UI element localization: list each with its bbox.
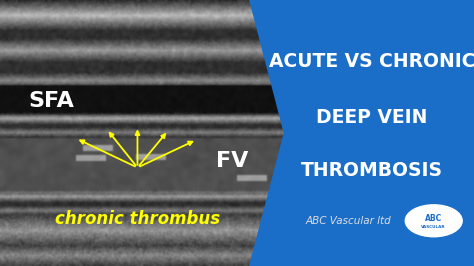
Text: THROMBOSIS: THROMBOSIS (301, 161, 443, 180)
Text: ABC Vascular ltd: ABC Vascular ltd (306, 216, 391, 226)
Text: SFA: SFA (28, 91, 74, 111)
Text: ABC: ABC (425, 214, 442, 223)
Text: FV: FV (216, 151, 248, 171)
Text: chronic thrombus: chronic thrombus (55, 210, 220, 228)
Circle shape (405, 205, 462, 237)
Text: DEEP VEIN: DEEP VEIN (317, 107, 428, 127)
Text: ACUTE VS CHRONIC: ACUTE VS CHRONIC (269, 52, 474, 71)
Polygon shape (250, 0, 474, 266)
Text: VASCULAR: VASCULAR (421, 225, 446, 230)
